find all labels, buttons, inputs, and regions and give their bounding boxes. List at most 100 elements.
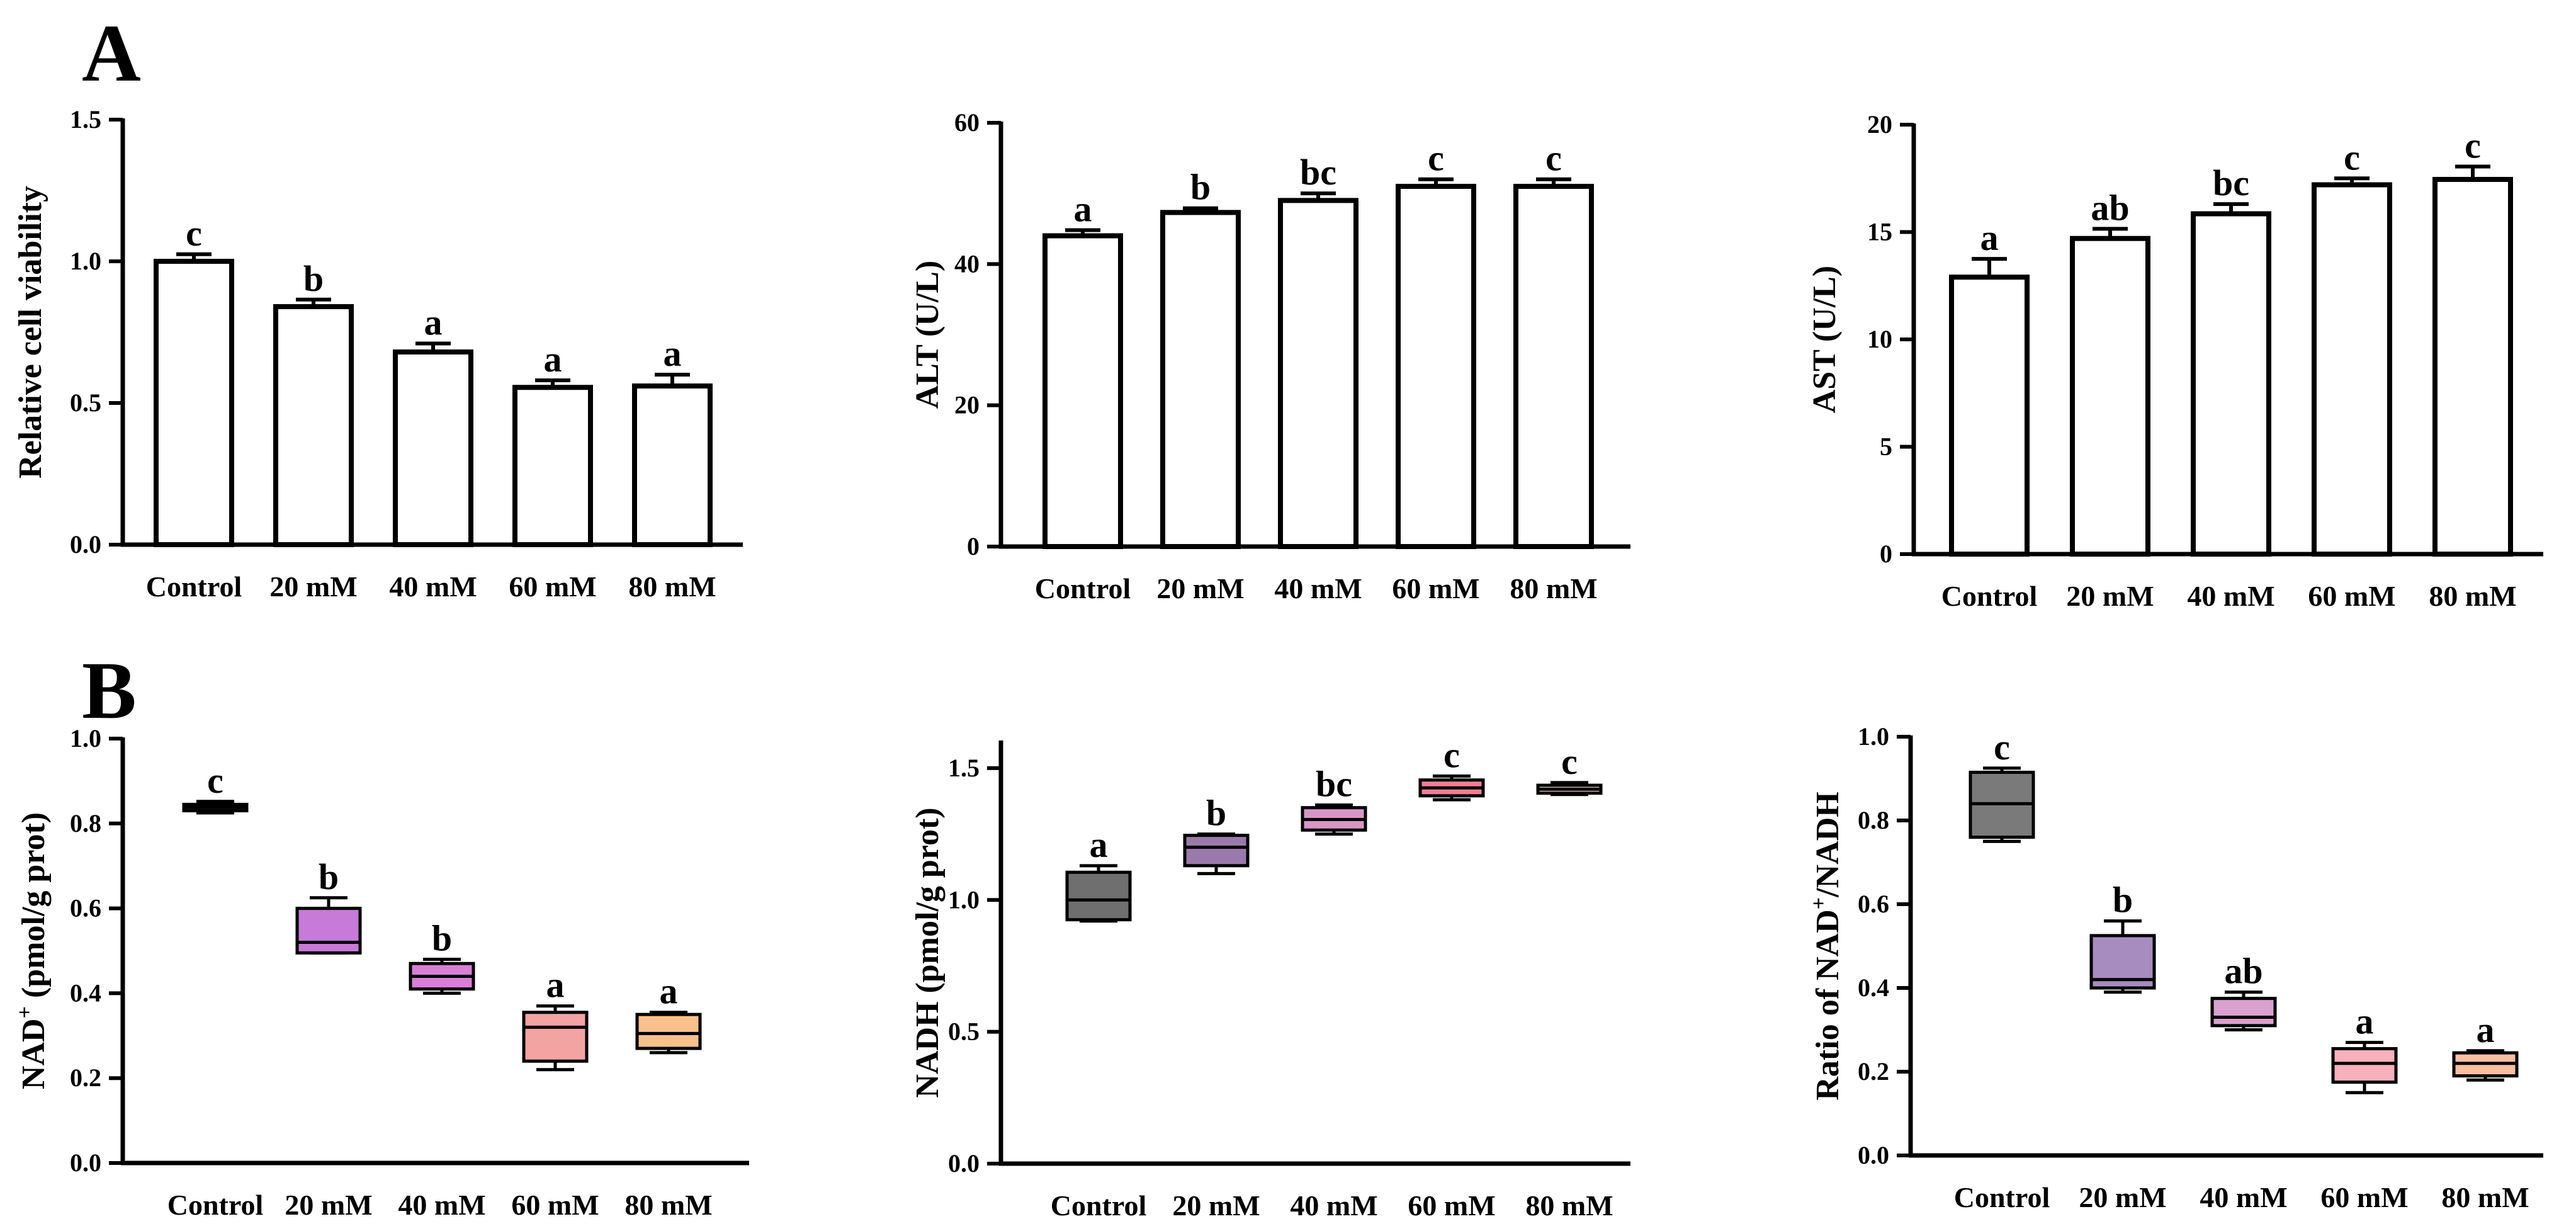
y-tick-label: 0 <box>967 532 980 560</box>
significance-letter: ab <box>2224 951 2262 992</box>
x-tick-label: 80 mM <box>624 1189 712 1221</box>
significance-letter: a <box>1074 188 1092 229</box>
x-tick-label: Control <box>1035 572 1131 604</box>
bar <box>2191 211 2271 557</box>
y-axis-title: AST (U/L) <box>1807 266 1843 414</box>
significance-letter: b <box>1206 793 1226 834</box>
box <box>295 907 362 955</box>
y-axis-title-rest: /NADH <box>1810 791 1846 898</box>
x-tick-label: 20 mM <box>269 570 357 603</box>
x-tick-label: 80 mM <box>1525 1189 1613 1222</box>
x-tick-label: 40 mM <box>389 570 477 603</box>
significance-letter: a <box>2477 1009 2495 1050</box>
bar <box>632 383 713 547</box>
significance-letter: b <box>319 856 339 897</box>
y-tick-label: 0.6 <box>1858 890 1889 918</box>
y-axis-title-main: NADH (pmol/g prot) <box>910 807 946 1098</box>
y-tick-label: 40 <box>954 249 980 278</box>
x-tick-label: 60 mM <box>2320 1181 2408 1213</box>
x-tick-label: 80 mM <box>1510 572 1597 604</box>
bar <box>273 304 354 547</box>
chart-ast: 0 5 10 15 20 AST (U/L) Control a 20 mM ab 40 mM bc 6… <box>1807 110 2543 612</box>
y-axis-title: NADH (pmol/g prot) <box>910 807 946 1098</box>
y-tick-label: 0.5 <box>948 1018 980 1046</box>
bar <box>1949 275 2030 557</box>
y-tick-label: 0.0 <box>70 530 101 559</box>
chart-relative-cell-viability: 0.0 0.5 1.0 1.5 Relative cell viability Contr… <box>13 105 743 603</box>
x-tick-label: 80 mM <box>2441 1181 2529 1213</box>
y-axis-title: Relative cell viability <box>13 186 48 479</box>
significance-letter: bc <box>1300 152 1336 193</box>
x-tick-label: 20 mM <box>285 1189 372 1221</box>
significance-letter: a <box>424 302 443 343</box>
y-tick-label: 0.6 <box>70 894 101 922</box>
x-tick-label: 20 mM <box>1156 572 1244 604</box>
y-tick-label: 1.5 <box>70 105 101 133</box>
box <box>522 1011 589 1063</box>
box <box>2331 1047 2398 1084</box>
y-tick-label: 1.0 <box>948 885 980 914</box>
significance-letter: bc <box>2213 162 2249 203</box>
significance-letter: c <box>1443 734 1460 775</box>
x-tick-label: 60 mM <box>509 570 596 603</box>
y-axis-title-main: Ratio of NAD <box>1810 909 1846 1100</box>
x-tick-label: Control <box>1941 580 2038 612</box>
x-tick-label: 20 mM <box>2079 1181 2166 1213</box>
y-tick-label: 1.5 <box>948 754 980 782</box>
box <box>1065 870 1132 922</box>
bar <box>1160 210 1241 549</box>
y-tick-label: 20 <box>954 391 980 419</box>
significance-letter: a <box>664 333 682 374</box>
significance-letter: c <box>2465 125 2481 166</box>
significance-letter: b <box>432 917 452 958</box>
x-tick-label: Control <box>167 1189 264 1221</box>
y-tick-label: 0.0 <box>1858 1141 1889 1169</box>
y-tick-label: 0.2 <box>1858 1057 1889 1086</box>
y-tick-label: 0 <box>1880 540 1892 568</box>
y-tick-label: 20 <box>1867 110 1892 139</box>
significance-letter: a <box>544 339 562 380</box>
box <box>635 1013 702 1050</box>
bar <box>2070 235 2150 557</box>
bar <box>512 385 593 547</box>
bar <box>1513 183 1594 549</box>
y-axis-title-sup: + <box>1807 897 1831 909</box>
x-tick-label: 40 mM <box>1274 572 1362 604</box>
x-tick-label: 40 mM <box>2187 580 2274 612</box>
significance-letter: c <box>2344 137 2360 178</box>
x-tick-label: 80 mM <box>2429 580 2516 612</box>
y-axis-title-main: NAD <box>16 1018 52 1089</box>
significance-letter: c <box>186 213 202 254</box>
significance-letter: c <box>1994 727 2010 768</box>
chart-nad-plus: 0.0 0.2 0.4 0.6 0.8 1.0 NAD+ (pmol/g prot) Cont… <box>13 724 749 1221</box>
x-tick-label: 40 mM <box>398 1189 485 1221</box>
x-tick-label: 60 mM <box>2308 580 2395 612</box>
significance-letter: c <box>1561 741 1578 782</box>
y-tick-label: 1.0 <box>70 724 101 752</box>
y-tick-label: 0.8 <box>1858 806 1889 834</box>
y-tick-label: 0.4 <box>1858 973 1889 1002</box>
y-tick-label: 0.2 <box>70 1064 101 1092</box>
significance-letter: b <box>303 258 324 299</box>
bar <box>393 349 473 547</box>
significance-letter: c <box>1428 138 1444 179</box>
y-tick-label: 0.5 <box>70 389 101 417</box>
bar <box>1042 233 1123 549</box>
y-axis-title-rest: (pmol/g prot) <box>16 812 52 1006</box>
significance-letter: b <box>2113 880 2133 921</box>
x-tick-label: 20 mM <box>1172 1189 1260 1222</box>
y-tick-label: 1.0 <box>1858 722 1889 751</box>
bar <box>1396 183 1476 549</box>
significance-letter: a <box>1980 217 1999 258</box>
y-tick-label: 15 <box>1867 218 1892 246</box>
y-tick-label: 60 <box>954 108 980 137</box>
panel-label-b: B <box>82 645 137 736</box>
x-tick-label: 40 mM <box>1290 1189 1377 1222</box>
y-tick-label: 10 <box>1867 325 1892 353</box>
significance-letter: a <box>546 965 565 1006</box>
x-tick-label: Control <box>1051 1189 1147 1222</box>
y-tick-label: 0.4 <box>70 979 101 1007</box>
x-tick-label: Control <box>146 570 242 603</box>
